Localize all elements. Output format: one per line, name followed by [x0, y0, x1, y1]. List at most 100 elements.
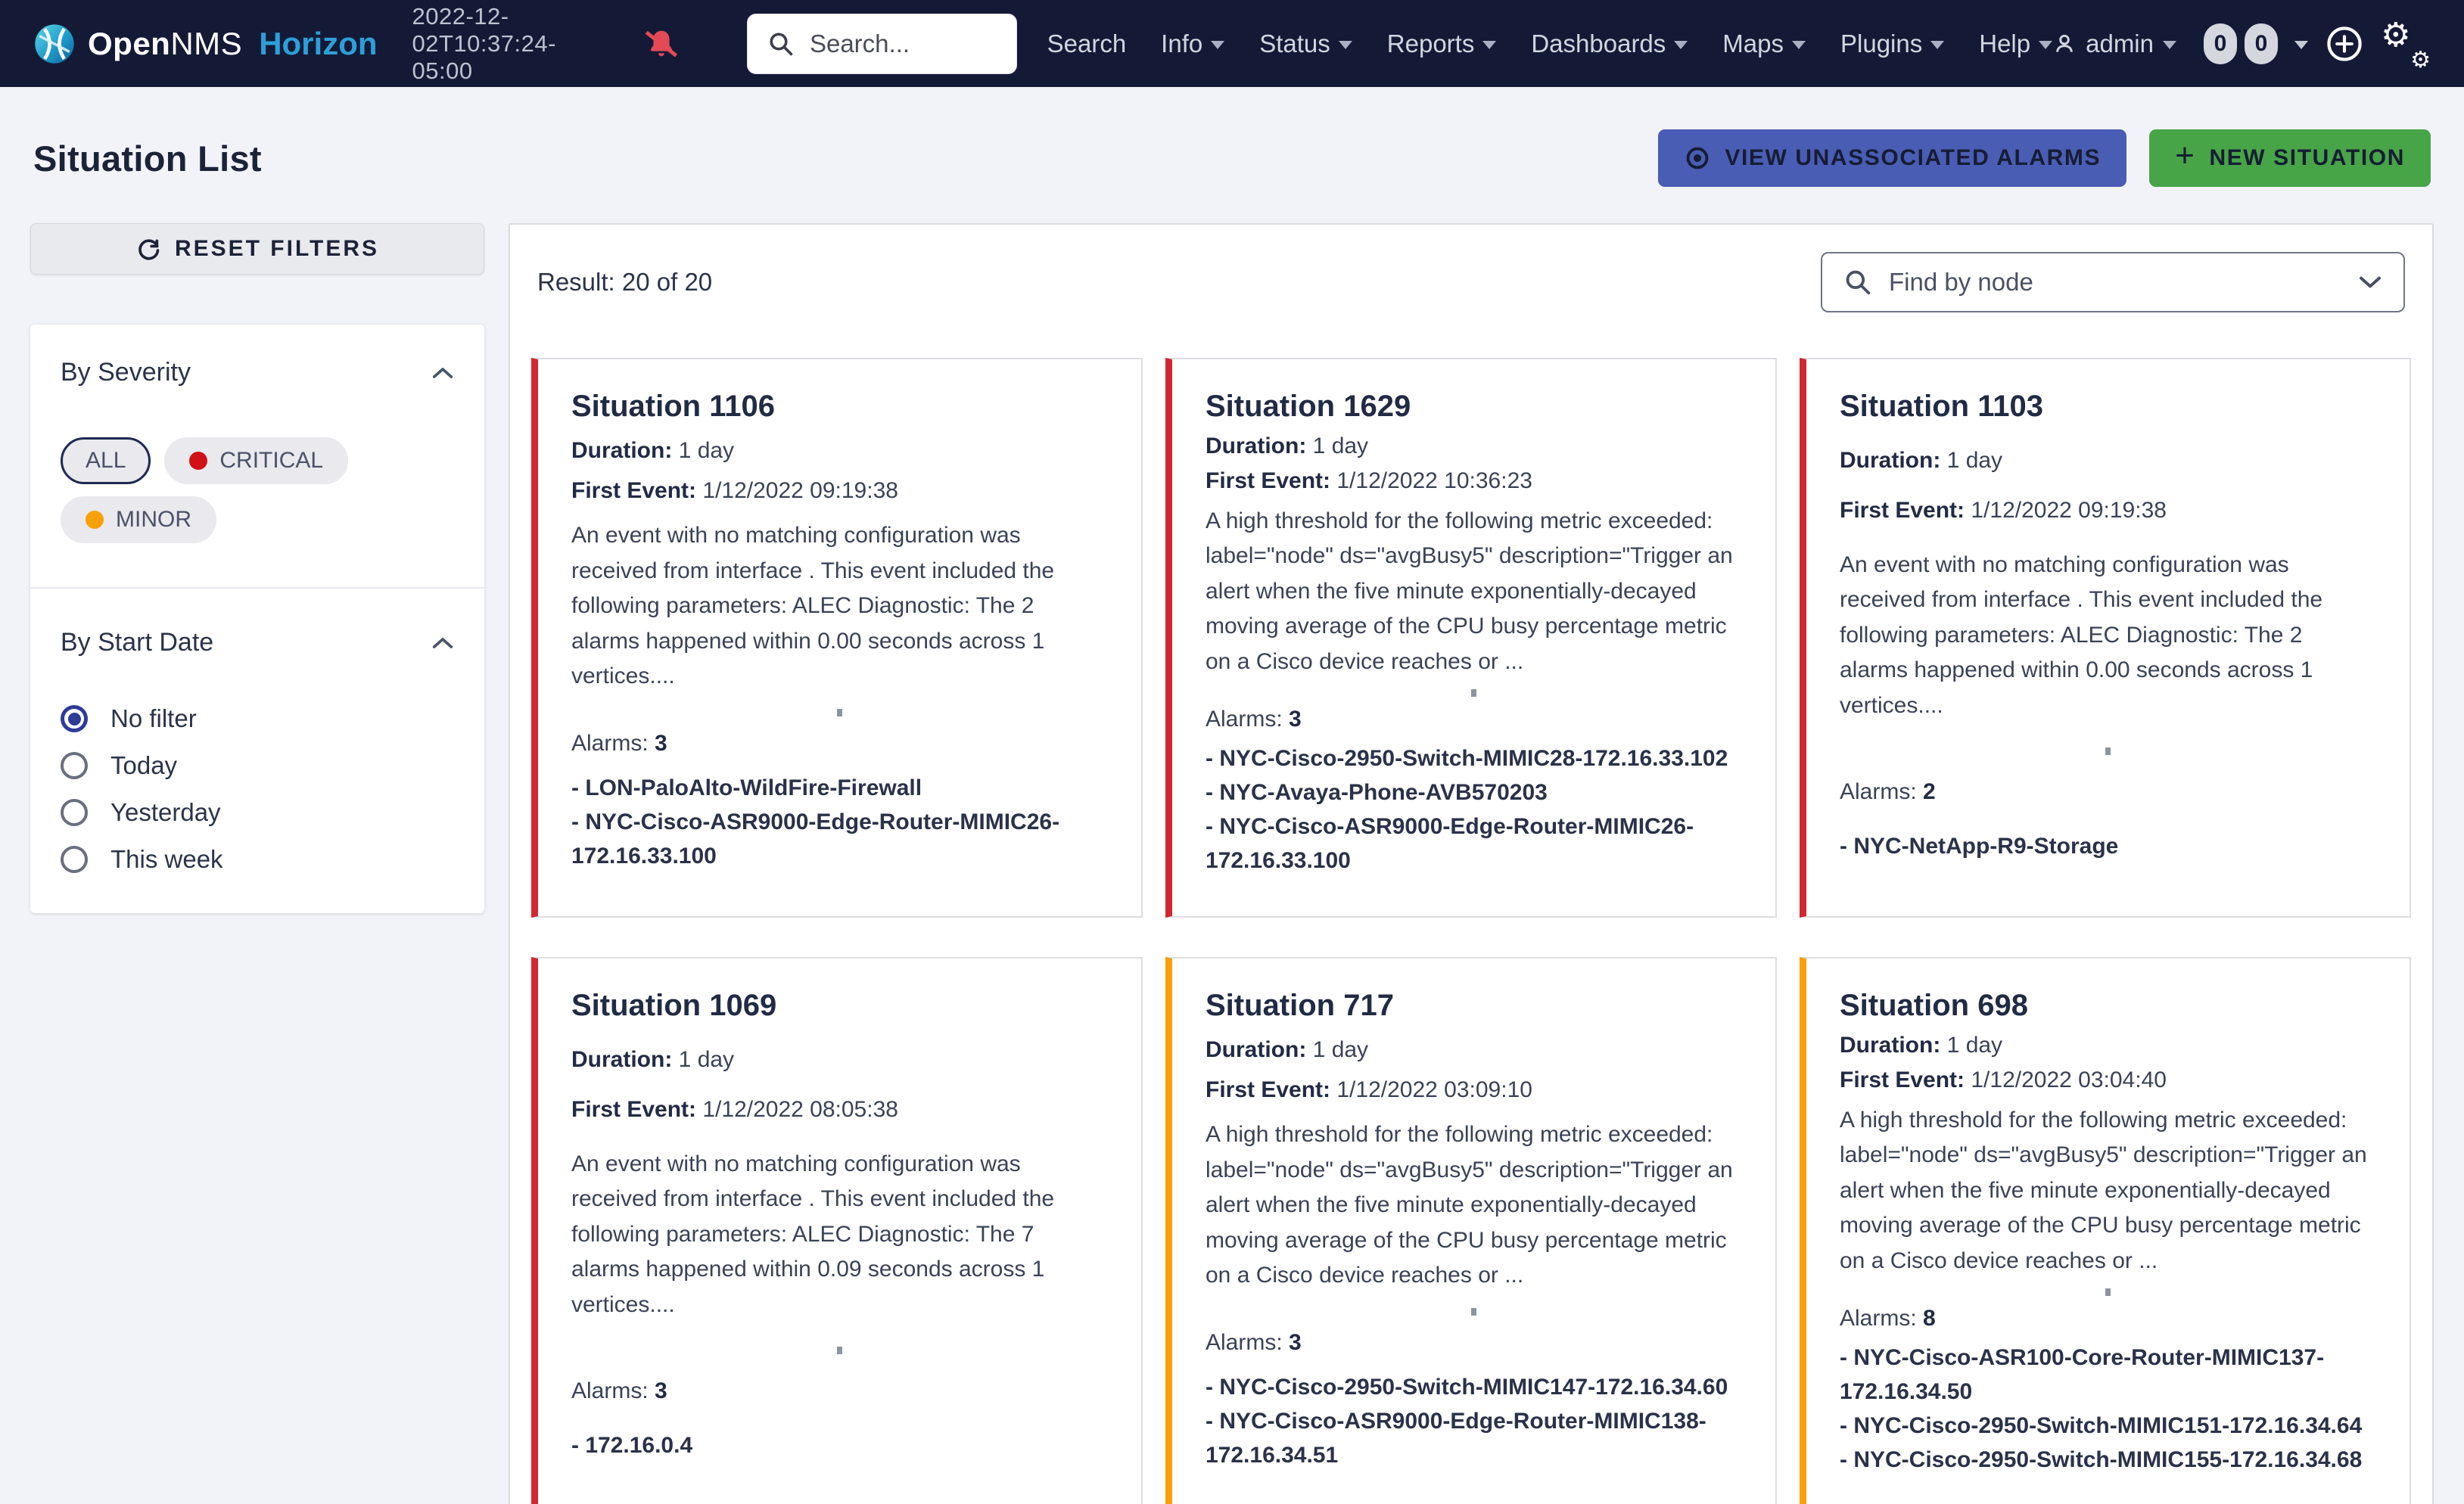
notification-badge[interactable]: 0 — [2204, 23, 2237, 64]
search-input[interactable] — [809, 29, 997, 58]
quick-add-plus-icon[interactable] — [2325, 24, 2364, 64]
situation-description: An event with no matching configuration … — [571, 523, 1055, 689]
severity-dot-icon — [189, 452, 208, 470]
radio-label: This week — [110, 845, 223, 873]
alarm-node: - 172.16.0.4 — [571, 1433, 693, 1459]
situation-first-event: First Event: 1/12/2022 03:04:40 — [1840, 1067, 2167, 1093]
radio-unselected-icon — [61, 846, 88, 873]
alarm-node: - NYC-Cisco-2950-Switch-MIMIC147-172.16.… — [1206, 1374, 1728, 1400]
search-icon — [767, 30, 795, 57]
alarm-node: - LON-PaloAlto-WildFire-Firewall — [571, 775, 922, 800]
truncation-dot-icon — [2105, 747, 2111, 756]
situation-card-situation-1103[interactable]: Situation 1103 Duration: 1 day First Eve… — [1800, 358, 2411, 918]
situation-duration: Duration: 1 day — [1840, 1032, 2003, 1058]
nav-item-search[interactable]: Search — [1047, 30, 1127, 58]
header-actions: VIEW UNASSOCIATED ALARMS + NEW SITUATION — [1658, 129, 2431, 187]
situation-duration: Duration: 1 day — [571, 438, 735, 464]
radio-option-today[interactable]: Today — [61, 751, 454, 780]
caret-down-icon — [1792, 41, 1806, 49]
reset-filters-label: RESET FILTERS — [174, 236, 380, 261]
situation-duration: Duration: 1 day — [1840, 447, 2003, 473]
filter-divider — [30, 587, 484, 589]
nav-item-plugins[interactable]: Plugins — [1840, 29, 1945, 58]
nav-item-help[interactable]: Help — [1979, 30, 2053, 58]
situation-card-situation-717[interactable]: Situation 717 Duration: 1 day First Even… — [1165, 957, 1777, 1504]
badges-caret-down-icon[interactable] — [2294, 41, 2308, 49]
situation-first-event: First Event: 1/12/2022 10:36:23 — [1206, 468, 1532, 494]
brand-logo[interactable]: OpenNMS Horizon — [33, 23, 378, 65]
nav-item-label: Plugins — [1840, 29, 1923, 57]
situation-duration: Duration: 1 day — [1206, 1037, 1369, 1063]
situation-title: Situation 1069 — [571, 989, 777, 1022]
radio-label: No filter — [110, 704, 197, 732]
brand-suffix: Horizon — [259, 25, 378, 61]
nav-item-dashboards[interactable]: Dashboards — [1531, 30, 1688, 58]
nav-item-label: Reports — [1386, 29, 1475, 57]
user-label: admin — [2086, 29, 2154, 57]
severity-collapse-chevron-up-icon[interactable] — [431, 365, 454, 381]
caret-down-icon — [1674, 41, 1688, 49]
situation-node-list: - NYC-Cisco-ASR100-Core-Router-MIMIC137-… — [1840, 1341, 2376, 1477]
settings-gears-icon[interactable]: ⚙ ⚙ — [2381, 15, 2431, 73]
alarm-node: - NYC-Cisco-2950-Switch-MIMIC28-172.16.3… — [1206, 746, 1728, 772]
situation-duration: Duration: 1 day — [1206, 433, 1369, 458]
page-title: Situation List — [33, 138, 262, 179]
radio-option-no-filter[interactable]: No filter — [61, 704, 454, 733]
nav-item-status[interactable]: Status — [1259, 30, 1352, 58]
situation-card-situation-1069[interactable]: Situation 1069 Duration: 1 day First Eve… — [531, 957, 1143, 1504]
radio-unselected-icon — [61, 752, 88, 779]
nav-item-admin[interactable]: admin — [2052, 30, 2176, 58]
nav-item-label: Status — [1259, 29, 1330, 57]
severity-pill-critical[interactable]: CRITICAL — [164, 437, 349, 484]
situation-alarm-count: Alarms: 3 — [1206, 1329, 1302, 1355]
nav-item-label: Maps — [1722, 29, 1784, 57]
new-situation-label: NEW SITUATION — [2209, 145, 2405, 170]
situation-description: A high threshold for the following metri… — [1840, 1107, 2367, 1273]
filter-sidebar: RESET FILTERS By Severity ALL CRITICAL MIN… — [30, 223, 484, 913]
situation-alarm-count: Alarms: 2 — [1840, 779, 1936, 805]
severity-section-title: By Severity — [61, 358, 191, 387]
find-by-node-input[interactable] — [1889, 268, 2341, 297]
situation-card-situation-1629[interactable]: Situation 1629 Duration: 1 day First Eve… — [1165, 358, 1777, 918]
radio-label: Yesterday — [110, 798, 221, 826]
severity-pill-all[interactable]: ALL — [61, 437, 151, 484]
filter-card: By Severity ALL CRITICAL MINOR By Start Da… — [30, 325, 484, 913]
situation-title: Situation 1106 — [571, 390, 775, 423]
situation-title: Situation 698 — [1840, 989, 2028, 1022]
pill-label: MINOR — [116, 507, 191, 532]
situation-card-situation-1106[interactable]: Situation 1106 Duration: 1 day First Eve… — [531, 358, 1143, 918]
start-date-section-title: By Start Date — [61, 628, 214, 657]
card-end-spacer — [571, 1487, 1108, 1488]
nav-item-label: Info — [1161, 29, 1203, 57]
card-end-spacer — [1206, 1487, 1742, 1488]
notifications-off-bell-icon[interactable] — [644, 26, 679, 61]
nav-item-maps[interactable]: Maps — [1722, 30, 1806, 58]
nav-menu: Search Info Status Reports Dashboards Maps Plu… — [1047, 30, 2053, 58]
global-search-box — [746, 13, 1017, 74]
start-date-collapse-chevron-up-icon[interactable] — [431, 635, 454, 651]
severity-pill-minor[interactable]: MINOR — [61, 496, 216, 543]
find-by-node-dropdown[interactable] — [1821, 252, 2405, 312]
situation-description: An event with no matching configuration … — [571, 1151, 1055, 1317]
nav-item-reports[interactable]: Reports — [1387, 30, 1497, 58]
reset-filters-button[interactable]: RESET FILTERS — [30, 223, 484, 275]
radio-option-yesterday[interactable]: Yesterday — [61, 798, 454, 827]
alarm-node: - NYC-Cisco-ASR9000-Edge-Router-MIMIC26-… — [571, 809, 1060, 869]
situation-first-event: First Event: 1/12/2022 09:19:38 — [1840, 497, 2167, 523]
nav-item-info[interactable]: Info — [1161, 29, 1225, 58]
situation-node-list: - 172.16.0.4 — [571, 1428, 1108, 1462]
notification-badge[interactable]: 0 — [2245, 23, 2278, 64]
new-situation-button[interactable]: + NEW SITUATION — [2149, 129, 2431, 187]
situation-card-situation-698[interactable]: Situation 698 Duration: 1 day First Even… — [1800, 957, 2411, 1504]
nav-item-label: Search — [1047, 29, 1127, 57]
truncation-dot-icon — [837, 1347, 842, 1355]
situation-node-list: - LON-PaloAlto-WildFire-Firewall - NYC-Ci… — [571, 771, 1108, 873]
situation-alarm-count: Alarms: 3 — [1206, 706, 1302, 732]
chevron-down-icon — [2358, 275, 2382, 290]
alarm-node: - NYC-Cisco-ASR100-Core-Router-MIMIC137-… — [1840, 1345, 2325, 1405]
radio-option-this-week[interactable]: This week — [61, 845, 454, 874]
view-unassociated-alarms-button[interactable]: VIEW UNASSOCIATED ALARMS — [1658, 129, 2127, 187]
situation-node-list: - NYC-Cisco-2950-Switch-MIMIC147-172.16.… — [1206, 1370, 1742, 1472]
opennms-logo-icon — [33, 23, 76, 65]
